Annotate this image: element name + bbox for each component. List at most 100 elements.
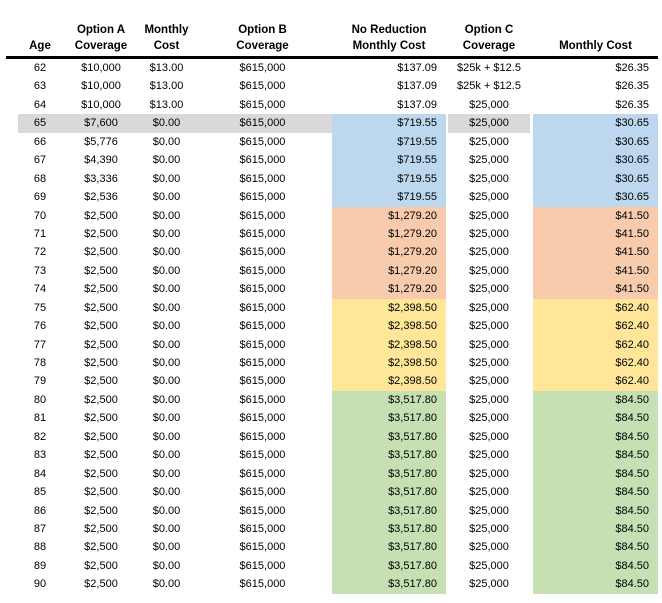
cell-option-a-coverage: $4,390 — [84, 154, 118, 167]
cell-option-a-monthly-cost: $0.00 — [152, 486, 181, 499]
cell-option-b-coverage: $615,000 — [239, 357, 286, 369]
header-option-a-monthly-cost: Monthly Cost — [140, 22, 193, 54]
spacer — [6, 96, 18, 114]
cell-option-b-coverage: $615,000 — [239, 264, 286, 277]
cell-no-reduction-monthly-cost: $3,517.80 — [332, 483, 446, 502]
cell-option-a-monthly-cost: $0.00 — [152, 246, 181, 259]
table-row: 84 $2,500 $0.00 $615,000 $3,517.80 $25,000 $84… — [6, 464, 658, 484]
spacer — [6, 520, 18, 538]
cell-option-b-coverage: $615,000 — [239, 393, 286, 406]
cell-no-reduction-monthly-cost: $719.55 — [332, 132, 446, 152]
spacer — [6, 280, 18, 298]
cell-option-c-coverage: $25,000 — [469, 541, 509, 554]
cell-age: 88 — [33, 541, 47, 554]
header-line: Monthly — [144, 24, 189, 36]
cell-no-reduction-monthly-cost: $719.55 — [332, 169, 446, 189]
spacer — [6, 114, 18, 132]
cell-age: 86 — [33, 504, 47, 517]
cell-no-reduction-monthly-cost: $3,517.80 — [332, 575, 446, 594]
cell-option-a-coverage: $2,500 — [84, 393, 118, 406]
table-row: 68 $3,336 $0.00 $615,000 $719.55 $25,000 $30.6… — [6, 169, 658, 189]
cell-option-c-coverage: $25,000 — [469, 172, 509, 185]
cell-age: 62 — [33, 62, 47, 74]
cell-option-a-coverage: $2,500 — [84, 209, 118, 222]
spacer — [6, 575, 18, 593]
spacer — [6, 409, 18, 427]
cell-no-reduction-monthly-cost: $719.55 — [332, 188, 446, 207]
cell-option-c-coverage: $25,000 — [469, 467, 509, 480]
cell-option-b-coverage: $615,000 — [239, 559, 286, 572]
cell-option-b-coverage: $615,000 — [239, 375, 286, 388]
cell-option-c-monthly-cost: $62.40 — [533, 298, 658, 318]
cell-option-a-monthly-cost: $0.00 — [152, 522, 181, 535]
cell-option-a-monthly-cost: $13.00 — [149, 98, 184, 111]
cell-option-c-monthly-cost: $41.50 — [533, 206, 658, 225]
spacer — [6, 243, 18, 261]
table-row: 81 $2,500 $0.00 $615,000 $3,517.80 $25,000 $84… — [6, 409, 658, 428]
cell-no-reduction-monthly-cost: $1,279.20 — [332, 243, 446, 262]
cell-no-reduction-monthly-cost: $3,517.80 — [332, 519, 446, 539]
cell-option-c-monthly-cost: $84.50 — [533, 501, 658, 520]
cell-option-c-coverage: $25,000 — [469, 412, 509, 425]
cell-option-a-monthly-cost: $13.00 — [149, 62, 184, 74]
cell-option-a-coverage: $2,500 — [84, 283, 118, 296]
cell-option-c-coverage: $25,000 — [469, 301, 509, 314]
cell-option-c-monthly-cost: $84.50 — [533, 409, 658, 428]
cell-age: 64 — [33, 98, 47, 111]
spacer — [6, 207, 18, 225]
cell-option-c-monthly-cost: $30.65 — [533, 114, 658, 133]
table-row: 70 $2,500 $0.00 $615,000 $1,279.20 $25,000 $41… — [6, 206, 658, 225]
cell-option-a-coverage: $2,500 — [84, 338, 118, 351]
header-option-c-monthly-cost: Monthly Cost — [559, 40, 632, 52]
cell-option-a-monthly-cost: $0.00 — [152, 449, 181, 462]
spacer — [6, 483, 18, 501]
cell-option-b-coverage: $615,000 — [239, 320, 286, 333]
cell-option-c-coverage: $25,000 — [469, 135, 509, 148]
table-row: 73 $2,500 $0.00 $615,000 $1,279.20 $25,000 $41… — [6, 261, 658, 281]
cell-option-c-monthly-cost: $84.50 — [533, 390, 658, 410]
cell-option-a-coverage: $2,500 — [84, 522, 118, 535]
spacer — [6, 502, 18, 520]
table-row: 71 $2,500 $0.00 $615,000 $1,279.20 $25,000 $41… — [6, 224, 658, 244]
cell-option-b-coverage: $615,000 — [239, 412, 286, 425]
cell-age: 76 — [33, 320, 47, 333]
cell-option-a-monthly-cost: $13.00 — [149, 80, 184, 93]
cell-option-b-coverage: $615,000 — [239, 227, 286, 240]
table-row: 66 $5,776 $0.00 $615,000 $719.55 $25,000 $30.6… — [6, 132, 658, 152]
cell-option-c-coverage: $25k + $12.5 — [457, 80, 521, 93]
cell-no-reduction-monthly-cost: $2,398.50 — [332, 335, 446, 354]
cell-option-a-monthly-cost: $0.00 — [140, 114, 193, 133]
cell-age: 89 — [33, 559, 47, 572]
cell-no-reduction-monthly-cost: $3,517.80 — [332, 409, 446, 428]
cell-option-b-coverage: $615,000 — [239, 430, 286, 443]
cell-option-a-coverage: $2,500 — [84, 486, 118, 499]
cell-no-reduction-monthly-cost: $719.55 — [332, 151, 446, 170]
cell-option-c-monthly-cost: $84.50 — [533, 483, 658, 502]
cell-option-a-coverage: $2,500 — [84, 430, 118, 443]
cell-option-a-monthly-cost: $0.00 — [152, 578, 181, 591]
table-row: 78 $2,500 $0.00 $615,000 $2,398.50 $25,000 $62… — [6, 354, 658, 373]
cell-no-reduction-monthly-cost: $137.09 — [397, 80, 437, 93]
cell-option-c-monthly-cost: $41.50 — [533, 280, 658, 299]
cell-option-a-monthly-cost: $0.00 — [152, 541, 181, 554]
table-row: 79 $2,500 $0.00 $615,000 $2,398.50 $25,000 $62… — [6, 372, 658, 391]
header-line: No Reduction — [351, 24, 427, 36]
header-line: Coverage — [462, 40, 516, 52]
cell-option-a-coverage: $2,500 — [84, 301, 118, 314]
coverage-table: Age Option A Coverage Monthly Cost Optio… — [6, 9, 658, 594]
cell-option-c-monthly-cost: $41.50 — [533, 243, 658, 262]
cell-option-c-monthly-cost: $26.35 — [615, 80, 649, 93]
cell-option-c-coverage: $25,000 — [469, 191, 509, 204]
spacer — [6, 336, 18, 354]
header-age: Age — [29, 40, 51, 52]
cell-option-a-monthly-cost: $0.00 — [152, 209, 181, 222]
cell-option-b-coverage: $615,000 — [239, 578, 286, 591]
header-line: Coverage — [74, 40, 128, 52]
cell-option-a-monthly-cost: $0.00 — [152, 559, 181, 572]
cell-age: 67 — [33, 154, 47, 167]
cell-option-c-monthly-cost: $84.50 — [533, 519, 658, 539]
cell-no-reduction-monthly-cost: $1,279.20 — [332, 206, 446, 225]
cell-option-b-coverage: $615,000 — [239, 467, 286, 480]
cell-option-b-coverage: $615,000 — [239, 522, 286, 535]
cell-option-c-monthly-cost: $62.40 — [533, 354, 658, 373]
